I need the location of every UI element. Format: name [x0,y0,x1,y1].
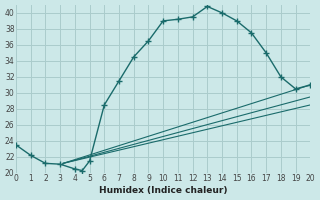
X-axis label: Humidex (Indice chaleur): Humidex (Indice chaleur) [99,186,228,195]
